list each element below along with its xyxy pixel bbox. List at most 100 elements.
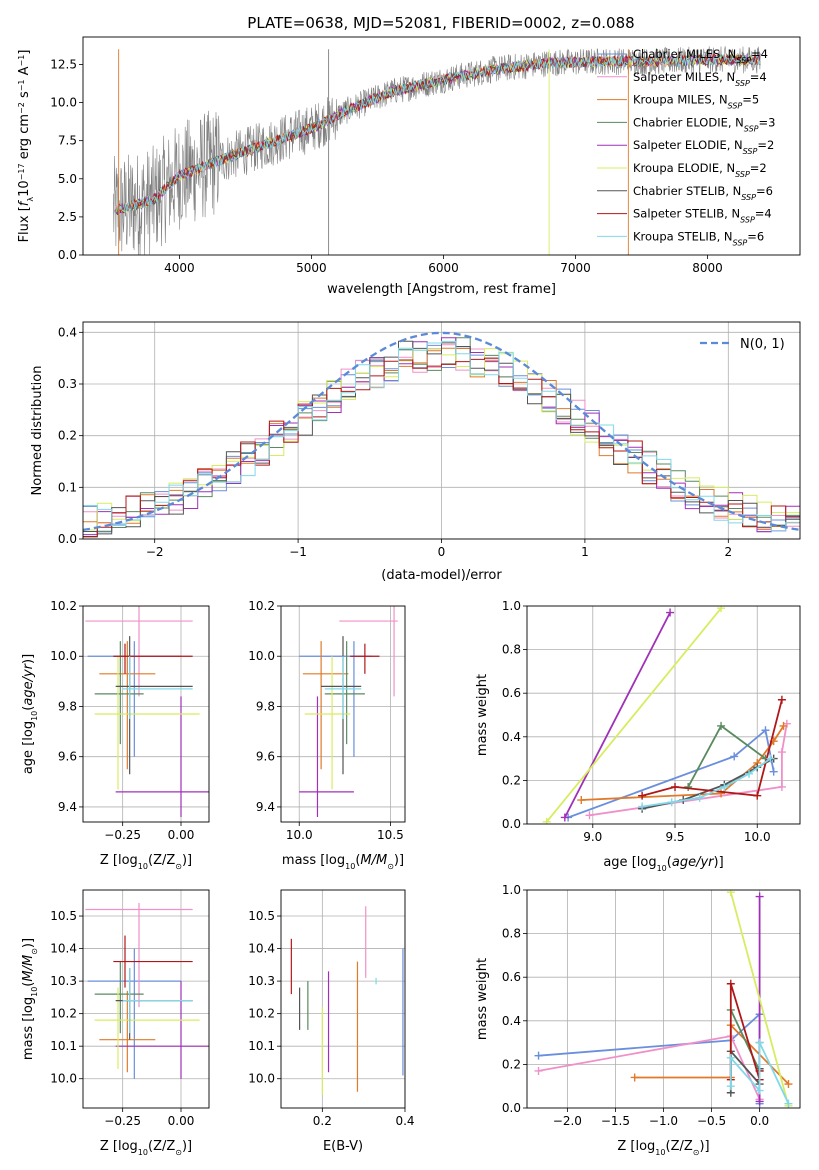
tick-label-y: 9.4 — [256, 800, 275, 814]
x-axis-label: Z [log10(Z/Z⊙)] — [100, 1139, 192, 1157]
tick-label-x: 9.0 — [583, 830, 602, 844]
tick-label-y: 0.6 — [502, 970, 521, 984]
tick-label-y: 0.6 — [502, 686, 521, 700]
errorbar-point — [299, 641, 373, 757]
marker-point — [777, 782, 786, 791]
errorbar-point — [99, 641, 156, 770]
errorbar-point — [94, 656, 200, 790]
panel-spectrum: 4000 5000 6000 7000 8000 0.0 2.5 5.0 7.5 10.0 12.5… — [17, 36, 801, 297]
tick-label-y: 0.2 — [58, 429, 77, 443]
tick-label-y: 1.0 — [502, 883, 521, 897]
tick-label-x: 10.0 — [744, 830, 771, 844]
y-axis-label: mass [log10(M/M⊙)] — [21, 938, 39, 1060]
errorbar-point — [122, 968, 193, 1034]
plot-area — [281, 890, 405, 1108]
tick-label-y: 10.1 — [50, 1039, 77, 1053]
normal-curve — [83, 331, 800, 532]
errorbar-point — [99, 990, 156, 1073]
tick-label-y: 0.8 — [502, 643, 521, 657]
errorbar-point — [87, 641, 181, 757]
tick-label-y: 12.5 — [50, 57, 77, 71]
errorbar-point — [85, 903, 193, 1008]
tick-label-x: 7000 — [560, 261, 591, 275]
panel-massweight-vs-Z: −2.0 −1.5 −1.0 −0.5 0.0 0.0 0.2 0.4 0.6 0.8 1.0 Z [… — [475, 883, 801, 1157]
marker-point — [755, 1097, 764, 1106]
spectrum-model-kroupa-stelib — [118, 54, 761, 213]
errorbar-point — [299, 696, 354, 817]
axes-frame — [526, 605, 801, 825]
tick-label-x: 0.00 — [168, 828, 195, 842]
marker-point — [577, 796, 586, 805]
x-axis-label: (data-model)/error — [381, 568, 502, 583]
plot-area — [113, 46, 761, 255]
x-axis-label: mass [log10(M/M⊙)] — [282, 853, 404, 871]
tick-label-y: 0.3 — [58, 377, 77, 391]
hist-kroupa-stelib — [83, 340, 800, 532]
errorbar-point — [115, 696, 209, 817]
marker-point — [726, 890, 735, 897]
tick-label-x: 0.4 — [395, 1114, 414, 1128]
marker-point — [717, 789, 726, 798]
legend-label: Kroupa STELIB, NSSP=6 — [633, 229, 764, 247]
axes-frame — [82, 36, 801, 256]
errorbar-point — [113, 643, 193, 674]
errorbar-point — [113, 935, 193, 988]
tick-label-x: 5000 — [296, 261, 327, 275]
errorbar-point — [85, 606, 193, 697]
marker-point — [769, 767, 778, 776]
errorbar-point — [302, 641, 349, 770]
y-axis-label: Flux [fλ10−17 erg cm−2 s−1 A−1] — [17, 50, 35, 243]
axes-frame — [280, 889, 406, 1109]
tick-label-x: 4000 — [164, 261, 195, 275]
line-chabrier-elodie — [687, 724, 767, 788]
legend-label: Salpeter ELODIE, NSSP=2 — [633, 138, 774, 156]
marker-point — [784, 1080, 793, 1089]
errorbar-point — [324, 641, 365, 745]
tick-label-x: 8000 — [692, 261, 723, 275]
legend-label: Chabrier STELIB, NSSP=6 — [633, 184, 773, 202]
tick-label-y: 9.4 — [58, 800, 77, 814]
marker-point — [784, 1099, 793, 1108]
y-axis-label: mass weight — [475, 674, 490, 756]
marker-point — [666, 608, 675, 617]
x-axis-label: E(B-V) — [323, 1139, 363, 1154]
marker-point — [755, 1086, 764, 1095]
panel-residuals: −2 −1 0 1 2 0.0 0.1 0.2 0.3 0.4 N(0, 1) (data-model… — [30, 321, 801, 583]
legend-label: N(0, 1) — [740, 337, 785, 352]
tick-label-y: 10.5 — [50, 909, 77, 923]
tick-label-y: 0.2 — [502, 773, 521, 787]
tick-label-y: 10.2 — [248, 599, 275, 613]
hist-chabrier-elodie — [83, 337, 800, 538]
tick-label-x: −0.25 — [104, 1114, 141, 1128]
errorbar-point — [122, 656, 193, 720]
tick-label-y: 10.2 — [50, 1007, 77, 1021]
tick-label-y: 10.4 — [248, 942, 275, 956]
tick-label-x: 0.2 — [313, 1114, 332, 1128]
panel-mass-vs-Z: −0.25 0.00 10.0 10.1 10.2 10.3 10.4 10.5 Z [log1… — [21, 889, 210, 1157]
marker-point — [717, 721, 726, 730]
legend: N(0, 1) — [700, 337, 785, 352]
tick-label-y: 9.8 — [256, 699, 275, 713]
legend-label: Chabrier ELODIE, NSSP=3 — [633, 115, 775, 132]
tick-label-y: 10.0 — [50, 96, 77, 110]
marker-point — [753, 791, 762, 800]
tick-label-y: 10.5 — [248, 909, 275, 923]
tick-label-x: −0.5 — [697, 1114, 726, 1128]
line-chabrier-miles — [538, 1012, 761, 1104]
legend-label: Salpeter MILES, NSSP=4 — [633, 70, 767, 88]
tick-label-x: 0.0 — [750, 1114, 769, 1128]
marker-point — [777, 748, 786, 757]
tick-label-y: 10.0 — [248, 649, 275, 663]
panel-mass-vs-EBV: 0.2 0.4 10.0 10.1 10.2 10.3 10.4 10.5 E(B-V) — [248, 889, 415, 1154]
y-axis-label: mass weight — [475, 958, 490, 1040]
tick-label-y: 0.0 — [58, 248, 77, 262]
marker-point — [717, 606, 726, 613]
tick-label-x: −2.0 — [553, 1114, 582, 1128]
marker-point — [766, 754, 775, 763]
legend-label: Kroupa MILES, NSSP=5 — [633, 93, 759, 111]
legend-label: Kroupa ELODIE, NSSP=2 — [633, 161, 767, 179]
axes-frame — [82, 889, 210, 1109]
tick-label-x: 9.5 — [665, 830, 684, 844]
marker-point — [726, 1053, 735, 1062]
